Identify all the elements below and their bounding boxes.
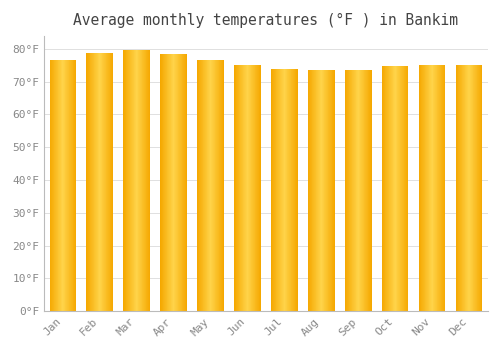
Title: Average monthly temperatures (°F ) in Bankim: Average monthly temperatures (°F ) in Ba…: [74, 13, 458, 28]
